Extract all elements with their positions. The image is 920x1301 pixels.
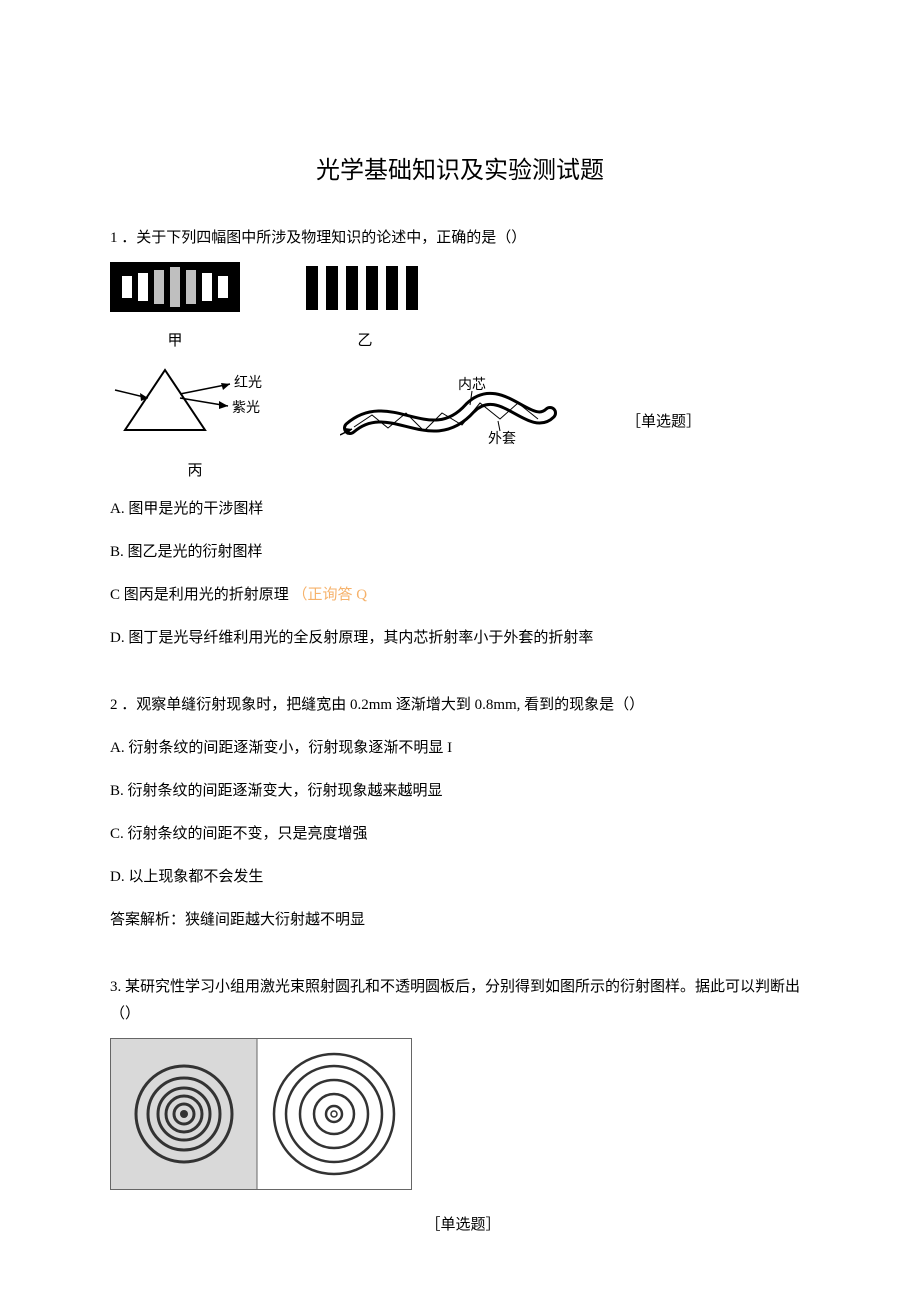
q2-stem: 2 ．观察单缝衍射现象时，把缝宽由 0.2mm 逐渐增大到 0.8mm, 看到的… [110, 692, 810, 719]
diffraction-rings-icon [110, 1038, 412, 1190]
interference-pattern-icon [110, 262, 240, 320]
q2-optA: A. 衍射条纹的间距逐渐变小，衍射现象逐渐不明显 I [110, 735, 810, 762]
q1-stem: 1 ．关于下列四幅图中所涉及物理知识的论述中，正确的是（） [110, 225, 810, 252]
q1-fig-jia-label: 甲 [110, 329, 240, 350]
q1-fig-yi: 乙 [300, 262, 430, 350]
q3-stem: 3. 某研究性学习小组用激光束照射圆孔和不透明圆板后，分别得到如图所示的衍射图样… [110, 974, 810, 1028]
q1-optC: C 图丙是利用光的折射原理 （正询答 Q [110, 582, 810, 609]
q1-optC-answer: （正询答 Q [293, 587, 368, 603]
q1-fig-bing-label: 丙 [110, 459, 280, 480]
q1-optB: B. 图乙是光的衍射图样 [110, 539, 810, 566]
q2-optB: B. 衍射条纹的间距逐渐变大，衍射现象越来越明显 [110, 778, 810, 805]
prism-red-label: 红光 [234, 375, 262, 391]
q1-optA: A. 图甲是光的干涉图样 [110, 496, 810, 523]
page: 光学基础知识及实验测试题 1 ．关于下列四幅图中所涉及物理知识的论述中，正确的是… [0, 0, 920, 1294]
optical-fiber-icon: 内芯 外套 [340, 373, 560, 463]
q1-figs-row2: 红光 紫光 丙 内芯 外套 ［单选 [110, 360, 810, 480]
prism-violet-label: 紫光 [232, 400, 260, 416]
fiber-outer-label: 外套 [488, 431, 516, 447]
q1-optD: D. 图丁是光导纤维利用光的全反射原理，其内芯折射率小于外套的折射率 [110, 625, 810, 652]
q2-optD: D. 以上现象都不会发生 [110, 864, 810, 891]
q3-single-tag: ［单选题］ [425, 1217, 500, 1233]
bars-pattern-icon [300, 262, 430, 320]
q1-optC-text: C 图丙是利用光的折射原理 [110, 587, 293, 603]
prism-icon: 红光 紫光 [110, 360, 280, 450]
q1-fig-ding: 内芯 外套 [340, 373, 560, 468]
q2-optC: C. 衍射条纹的间距不变，只是亮度增强 [110, 821, 810, 848]
fiber-inner-label: 内芯 [458, 377, 486, 393]
q1-fig-jia: 甲 [110, 262, 240, 350]
page-title: 光学基础知识及实验测试题 [110, 150, 810, 185]
q1-fig-bing: 红光 紫光 丙 [110, 360, 280, 480]
q2-answer-note: 答案解析：狭缝间距越大衍射越不明显 [110, 907, 810, 934]
q1-figs-row1: 甲 乙 [110, 262, 810, 350]
q1-single-tag: ［单选题］ [626, 410, 701, 431]
q1-fig-yi-label: 乙 [300, 329, 430, 350]
q3-figs [110, 1038, 810, 1195]
